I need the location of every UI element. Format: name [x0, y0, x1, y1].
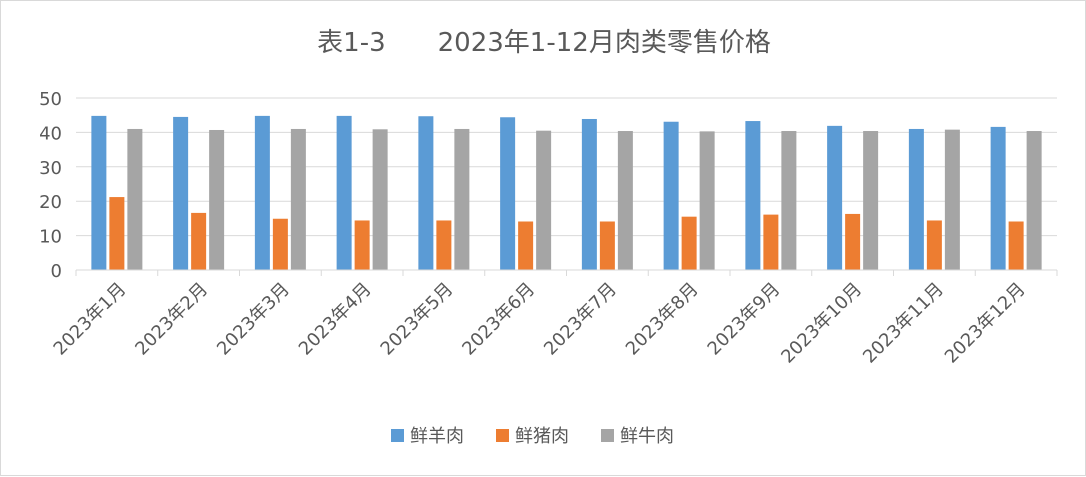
bar [290, 128, 306, 270]
bar [781, 131, 797, 270]
legend: 鲜羊肉 鲜猪肉 鲜牛肉 [391, 426, 674, 447]
bar [908, 128, 924, 270]
bar [418, 116, 434, 271]
bar [536, 130, 552, 270]
y-tick-label: 20 [39, 192, 62, 213]
bar [1008, 221, 1024, 270]
bar [827, 125, 843, 270]
bar [372, 129, 388, 270]
bar [127, 128, 143, 270]
bar [663, 121, 679, 271]
x-category-label: 2023年4月 [295, 279, 376, 360]
y-tick-label: 10 [39, 227, 62, 248]
bar [518, 221, 534, 270]
y-tick-label: 40 [39, 123, 62, 144]
y-tick-label: 0 [51, 261, 62, 282]
legend-swatch [601, 429, 614, 442]
y-axis-ticks: 0 10 20 30 40 50 [39, 89, 62, 282]
bar [336, 115, 352, 270]
x-category-label: 2023年2月 [131, 279, 212, 360]
x-category-label: 2023年7月 [540, 279, 621, 360]
bar [191, 212, 207, 270]
legend-swatch [496, 429, 509, 442]
bar [763, 214, 779, 270]
bar [990, 126, 1006, 270]
bars [91, 115, 1042, 271]
bar [699, 131, 715, 270]
y-tick-label: 50 [39, 89, 62, 110]
bar [617, 131, 633, 270]
x-category-label: 2023年1月 [50, 279, 131, 360]
bar [926, 220, 942, 270]
legend-label: 鲜猪肉 [515, 426, 569, 447]
bar [272, 218, 288, 270]
x-category-label: 2023年6月 [458, 279, 539, 360]
gridlines [76, 97, 1057, 237]
x-category-label: 2023年8月 [622, 279, 703, 360]
bar [500, 117, 516, 270]
bar [581, 118, 597, 270]
x-category-label: 2023年3月 [213, 279, 294, 360]
bar [1026, 131, 1042, 270]
bar [681, 216, 697, 270]
bar [354, 220, 370, 270]
legend-label: 鲜牛肉 [620, 426, 674, 447]
x-axis: 2023年1月 2023年2月 2023年3月 2023年4月 2023年5月 2023年… [50, 269, 1058, 368]
bar [745, 121, 761, 270]
x-category-label: 2023年12月 [941, 279, 1030, 368]
x-category-label: 2023年5月 [377, 279, 458, 360]
bar [91, 115, 107, 270]
chart-title: 表1-3 2023年1-12月肉类零售价格 [317, 28, 771, 58]
bar [454, 128, 470, 270]
y-tick-label: 30 [39, 158, 62, 179]
bar [173, 116, 189, 270]
bar [436, 220, 452, 270]
bar [209, 129, 225, 270]
bar [944, 129, 960, 270]
bar [845, 213, 861, 270]
legend-label: 鲜羊肉 [410, 426, 464, 447]
x-category-label: 2023年9月 [704, 279, 785, 360]
legend-swatch [391, 429, 404, 442]
x-category-label: 2023年11月 [859, 279, 948, 368]
bar [109, 197, 125, 270]
bar [599, 221, 615, 270]
bar [254, 115, 270, 270]
bar [863, 131, 879, 270]
x-category-label: 2023年10月 [777, 279, 866, 368]
